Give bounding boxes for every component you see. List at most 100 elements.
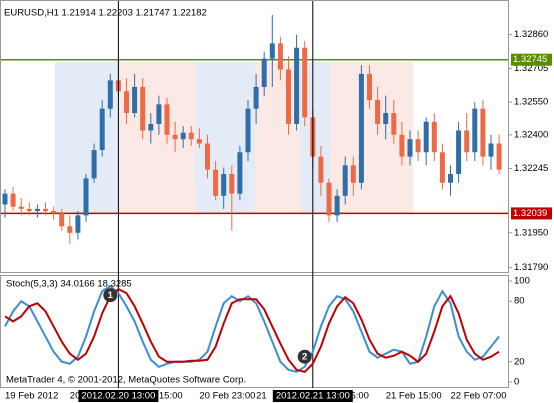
candle-body: [448, 174, 453, 183]
main-frame: [0, 0, 509, 273]
annotation-label: 2: [302, 352, 307, 363]
y-tick-label: 1.32245: [514, 163, 548, 174]
candle-body: [2, 193, 8, 205]
candle-body: [148, 123, 154, 131]
candle-body: [67, 226, 73, 233]
candle-body: [302, 47, 308, 118]
candle-body: [213, 169, 219, 196]
candle-body: [277, 43, 283, 70]
annotation-label: 1: [108, 290, 114, 301]
crosshair-label: 2012.02.20 13:00: [81, 391, 155, 402]
candle-body: [294, 47, 300, 124]
candle-body: [205, 143, 210, 170]
candle-body: [334, 195, 340, 216]
candle-body: [83, 178, 89, 216]
candle-body: [221, 174, 227, 196]
candle-body: [342, 165, 348, 196]
candle-body: [261, 58, 267, 87]
candle-body: [358, 73, 364, 183]
x-tick-label: 15:00: [159, 391, 183, 402]
candle-body: [269, 43, 275, 59]
y-tick-label: 1.31790: [514, 262, 548, 273]
candle-body: [229, 174, 235, 194]
candle-body: [286, 69, 291, 124]
candle-body: [415, 139, 421, 153]
candle-body: [439, 152, 445, 183]
candle-body: [18, 206, 24, 209]
chart-title: EURUSD,H1 1.21914 1.22203 1.21747 1.2218…: [4, 8, 207, 19]
candle-body: [431, 121, 437, 153]
copyright: MetaTrader 4, © 2001-2012, MetaQuotes So…: [6, 375, 246, 386]
annotation-marker: [103, 288, 118, 303]
zone: [255, 62, 300, 213]
y-tick-label: 100: [514, 276, 530, 287]
candle-body: [399, 134, 405, 157]
annotation-marker: [297, 349, 312, 364]
candle-body: [423, 121, 429, 153]
x-tick-label: 20 Feb 23:00: [199, 391, 255, 402]
y-tick-label: 1.32705: [514, 63, 548, 74]
candle-body: [91, 150, 97, 179]
candle-body: [26, 208, 32, 212]
candle-body: [253, 86, 259, 109]
x-tick-label: 21: [256, 391, 267, 402]
candle-body: [196, 139, 202, 144]
candle-body: [245, 108, 251, 153]
stoch-frame: [0, 275, 509, 388]
candle-body: [407, 139, 413, 157]
y-tick-label: 0: [514, 376, 519, 387]
y-tick-label: 1.32550: [514, 97, 548, 108]
candle-body: [472, 108, 478, 153]
candle-body: [480, 108, 486, 157]
candle-body: [51, 211, 57, 214]
candle-body: [456, 130, 462, 175]
x-tick-label: 20: [70, 391, 81, 402]
candle-body: [375, 99, 381, 124]
candle-body: [318, 156, 324, 183]
candle-body: [99, 108, 105, 151]
candle-body: [164, 104, 170, 135]
candle-body: [367, 73, 372, 100]
candle-body: [180, 132, 186, 140]
candle-body: [156, 104, 162, 124]
candle-body: [43, 208, 48, 212]
candle-body: [107, 80, 113, 109]
y-tick-label: 1.32400: [514, 129, 548, 140]
crosshair-label: 2012.02.21 13:00: [276, 391, 350, 402]
candle-body: [124, 91, 129, 114]
candle-body: [350, 165, 356, 183]
candle-body: [140, 86, 146, 131]
x-tick-label: 19 Feb 2012: [5, 391, 58, 402]
candle-body: [10, 193, 16, 207]
candle-body: [34, 208, 40, 212]
candle-body: [464, 130, 470, 153]
candle-body: [132, 86, 138, 114]
x-tick-label: 22 Feb 07:00: [451, 391, 507, 402]
y-tick-label: 1.31950: [514, 227, 548, 238]
candle-body: [188, 132, 194, 140]
candle-body: [383, 113, 389, 124]
candle-body: [326, 182, 332, 216]
candle-body: [75, 215, 81, 233]
y-tick-label: 20: [514, 356, 525, 367]
y-tick-label: 80: [514, 296, 525, 307]
x-tick-label: 15:00: [345, 391, 369, 402]
crosshair-label-box: [272, 390, 353, 402]
level-label: 1.32745: [513, 54, 547, 65]
candle-body: [237, 152, 243, 194]
level-box: [511, 53, 552, 66]
crosshair-label-box: [78, 390, 159, 402]
level-box: [511, 207, 552, 220]
level-label: 1.32039: [513, 208, 547, 219]
candle-body: [172, 134, 178, 140]
candle-body: [496, 143, 502, 170]
candle-body: [59, 213, 65, 227]
y-tick-label: 1.32860: [514, 29, 548, 40]
candle-body: [488, 143, 494, 157]
candle-body: [391, 113, 397, 135]
stoch-line: [4, 287, 500, 373]
indicator-title: Stoch(5,3,3) 34.0166 18.3285: [6, 279, 132, 290]
